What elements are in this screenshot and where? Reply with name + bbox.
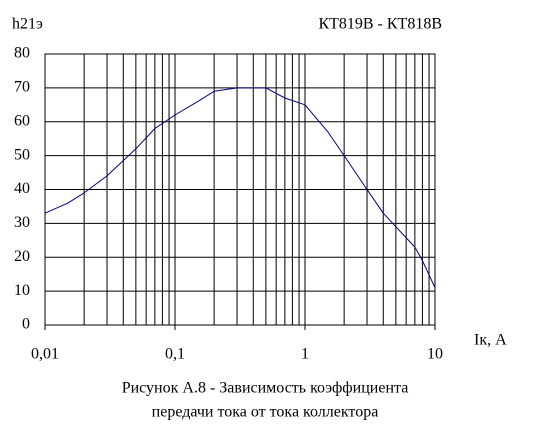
y-tick-label: 10 bbox=[14, 282, 30, 299]
y-axis-label: h21э bbox=[12, 16, 43, 33]
y-tick-label: 40 bbox=[14, 180, 30, 197]
y-tick-label: 60 bbox=[14, 112, 30, 129]
caption: Рисунок А.8 - Зависимость коэффициента bbox=[122, 380, 409, 397]
x-tick-label: 0,1 bbox=[165, 346, 185, 363]
y-tick-label: 50 bbox=[14, 146, 30, 163]
x-tick-label: 10 bbox=[427, 346, 443, 363]
y-tick-label: 70 bbox=[14, 79, 30, 96]
x-axis-label: Iк, А bbox=[474, 332, 507, 349]
y-tick-label: 80 bbox=[14, 45, 30, 62]
y-tick-label: 30 bbox=[14, 214, 30, 231]
x-tick-label: 0,01 bbox=[31, 346, 59, 363]
caption: передачи тока от тока коллектора bbox=[152, 404, 379, 421]
plot-border bbox=[44, 53, 436, 326]
y-tick-label: 0 bbox=[22, 316, 30, 333]
data-line bbox=[44, 87, 436, 288]
y-tick-label: 20 bbox=[14, 248, 30, 265]
x-tick-label: 1 bbox=[301, 346, 309, 363]
chart-title: КТ819В - КТ818В bbox=[318, 16, 442, 33]
